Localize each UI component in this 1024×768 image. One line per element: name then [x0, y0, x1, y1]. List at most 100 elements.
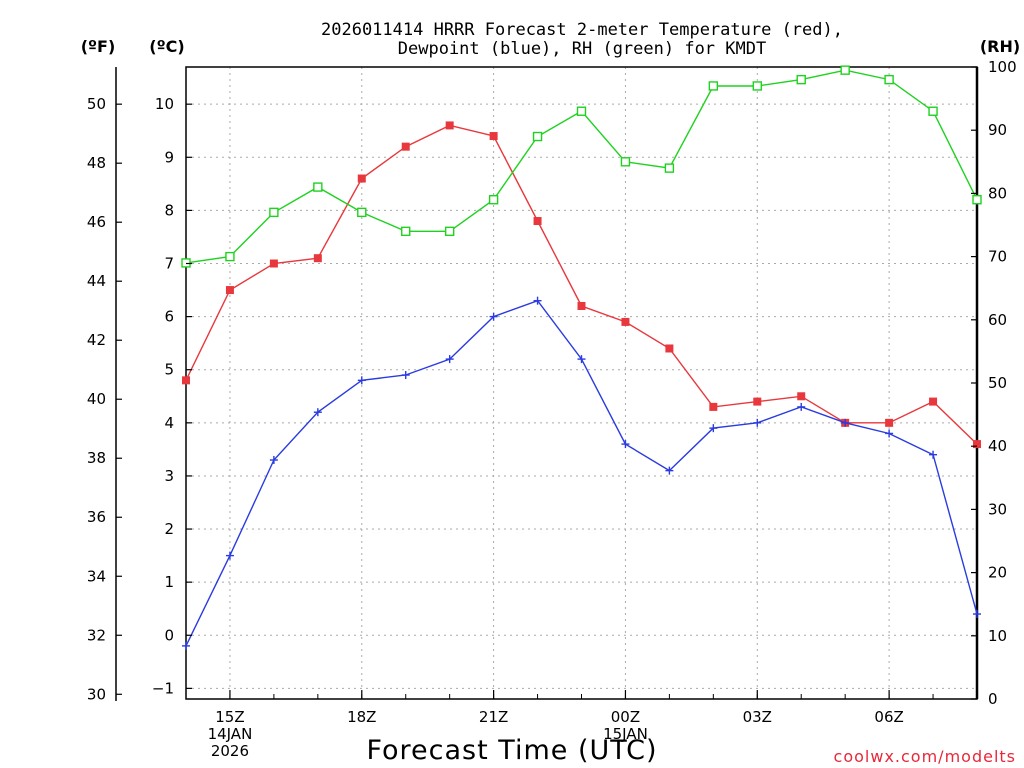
celsius-tick-label: 8: [164, 201, 174, 219]
dewpoint-data-point: [621, 440, 630, 449]
rh-data-point: [620, 157, 631, 167]
temperature-data-point: [665, 344, 674, 353]
rh-tick-label: 30: [988, 500, 1007, 518]
fahrenheit-tick-label: 42: [87, 331, 106, 349]
axes: [115, 66, 979, 701]
rh-data-point: [357, 207, 367, 218]
dewpoint-data-point: [269, 456, 278, 465]
rh-data-point: [884, 74, 894, 85]
rh-data-point: [488, 195, 499, 205]
rh-data-point: [532, 131, 543, 142]
dewpoint-data-point: [489, 312, 498, 321]
rh-data-point: [972, 195, 982, 205]
dewpoint-data-point: [357, 376, 366, 385]
celsius-tick-label: 9: [164, 148, 174, 166]
rh-tick-label: 100: [988, 58, 1017, 76]
celsius-tick-label: −1: [152, 679, 174, 697]
celsius-tick-label: 2: [164, 520, 174, 538]
fahrenheit-tick-label: 40: [87, 390, 106, 408]
dewpoint-data-point: [929, 450, 938, 459]
rh-series-line: [185, 69, 978, 264]
celsius-tick-label: 10: [155, 95, 174, 113]
fahrenheit-tick-label: 36: [87, 508, 106, 526]
temperature-data-point: [973, 440, 981, 449]
celsius-tick-label: 1: [164, 573, 174, 591]
grid-lines: [186, 67, 977, 699]
x-tick-label: 14JAN: [208, 725, 253, 743]
temperature-data-point: [753, 397, 762, 406]
celsius-tick-label: 7: [164, 255, 174, 273]
x-tick-label: 00Z: [611, 708, 640, 726]
rh-data-point: [840, 65, 850, 75]
x-tick-label: 15JAN: [603, 725, 648, 743]
temperature-data-point: [885, 418, 894, 427]
temperature-data-point: [797, 392, 806, 401]
celsius-tick-label: 4: [164, 414, 174, 432]
temperature-data-point: [489, 132, 498, 141]
dewpoint-data-point: [709, 424, 718, 433]
temperature-data-point: [577, 301, 586, 310]
x-axis-label: Forecast Time (UTC): [366, 735, 657, 766]
x-tick-label: 03Z: [743, 708, 772, 726]
rh-data-point: [928, 106, 938, 116]
dewpoint-data-point: [577, 355, 586, 364]
temperature-data-point: [182, 376, 190, 385]
tick-labels: 3032343638404244464850−10123456789100102…: [87, 58, 1017, 760]
rh-data-point: [401, 226, 411, 237]
celsius-tick-label: 5: [164, 361, 174, 379]
fahrenheit-tick-label: 50: [87, 95, 106, 113]
celsius-unit-label: (ºC): [149, 37, 184, 56]
plot-frame: [185, 66, 978, 700]
credit-text: coolwx.com/modelts: [834, 747, 1016, 766]
rh-tick-label: 0: [988, 690, 998, 708]
fahrenheit-tick-label: 32: [87, 626, 106, 644]
dewpoint-data-point: [182, 641, 190, 650]
dewpoint-data-point: [973, 610, 981, 619]
celsius-tick-label: 6: [164, 308, 174, 326]
temperature-data-point: [445, 121, 454, 130]
rh-data-point: [708, 81, 719, 91]
rh-data-point: [796, 74, 806, 85]
fahrenheit-tick-label: 48: [87, 154, 106, 172]
temperature-data-point: [225, 286, 234, 295]
celsius-tick-label: 3: [164, 467, 174, 485]
rh-data-point: [664, 163, 675, 173]
temperature-series-line: [185, 124, 978, 445]
temperature-data-point: [313, 254, 322, 263]
data-series: [181, 65, 982, 650]
rh-tick-label: 90: [988, 121, 1007, 139]
fahrenheit-tick-label: 44: [87, 272, 106, 290]
x-tick-label: 18Z: [347, 708, 376, 726]
x-tick-label: 2026: [211, 742, 249, 760]
fahrenheit-unit-label: (ºF): [81, 37, 116, 56]
rh-data-point: [225, 251, 235, 262]
dewpoint-data-point: [753, 418, 762, 427]
x-tick-label: 06Z: [874, 708, 903, 726]
dewpoint-series-line: [185, 299, 978, 647]
rh-unit-label: (RH): [980, 37, 1020, 56]
chart-title-line-1: 2026011414 HRRR Forecast 2-meter Tempera…: [321, 20, 843, 40]
rh-tick-label: 20: [988, 564, 1007, 582]
rh-data-point: [444, 226, 455, 237]
rh-data-point: [752, 81, 762, 91]
celsius-tick-label: 0: [164, 626, 174, 644]
dewpoint-data-point: [313, 408, 322, 417]
dewpoint-data-point: [665, 466, 674, 475]
temperature-data-point: [401, 142, 410, 151]
dewpoint-data-point: [885, 429, 894, 438]
rh-data-point: [269, 207, 279, 218]
dewpoint-data-point: [225, 551, 234, 560]
rh-data-point: [313, 182, 323, 192]
fahrenheit-tick-label: 38: [87, 449, 106, 467]
rh-tick-label: 50: [988, 374, 1007, 392]
x-tick-label: 21Z: [479, 708, 508, 726]
temperature-data-point: [709, 402, 718, 411]
temperature-data-point: [269, 259, 278, 268]
rh-tick-label: 60: [988, 311, 1007, 329]
dewpoint-data-point: [797, 402, 806, 411]
rh-tick-label: 40: [988, 437, 1007, 455]
fahrenheit-tick-label: 30: [87, 685, 106, 703]
rh-tick-label: 70: [988, 248, 1007, 266]
rh-tick-label: 10: [988, 627, 1007, 645]
